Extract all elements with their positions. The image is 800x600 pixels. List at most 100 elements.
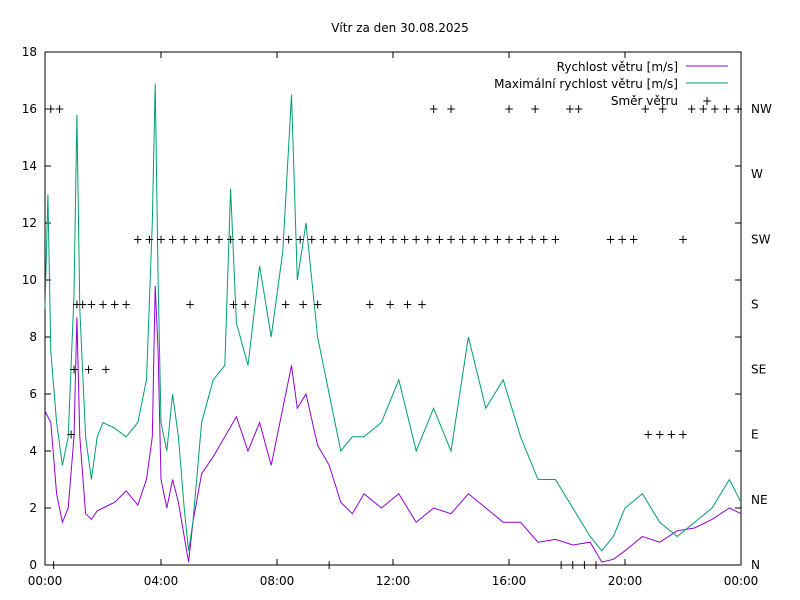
direction-point: + (423, 232, 433, 246)
direction-point: + (98, 297, 108, 311)
x-tick-label: 00:00 (28, 574, 63, 588)
series-line-speed (44, 285, 742, 563)
y2-tick-label: E (751, 428, 759, 442)
direction-point: + (568, 558, 578, 572)
y2-tick-label: N (751, 558, 760, 572)
legend: Rychlost větru [m/s] Maximální rychlost … (494, 60, 728, 108)
direction-point: + (565, 102, 575, 116)
direction-point: + (110, 297, 120, 311)
direction-point: + (69, 363, 79, 377)
y-tick-label: 18 (22, 45, 37, 59)
y-tick-label: 2 (29, 501, 37, 515)
direction-point: + (191, 232, 201, 246)
direction-point: + (168, 232, 178, 246)
direction-point: + (260, 232, 270, 246)
direction-point: + (284, 232, 294, 246)
direction-point: + (469, 232, 479, 246)
direction-point: + (46, 102, 56, 116)
direction-point: + (144, 232, 154, 246)
direction-point: + (78, 297, 88, 311)
direction-point: + (446, 232, 456, 246)
y2-tick-label: SW (751, 232, 771, 246)
y-tick-label: 12 (22, 216, 37, 230)
direction-point: + (678, 232, 688, 246)
direction-point: + (721, 102, 731, 116)
direction-point: + (66, 428, 76, 442)
direction-point: + (307, 232, 317, 246)
direction-point: + (249, 232, 259, 246)
direction-point: + (417, 297, 427, 311)
y-tick-label: 8 (29, 330, 37, 344)
direction-point: + (527, 232, 537, 246)
y2-tick-label: S (751, 297, 759, 311)
y-tick-label: 6 (29, 387, 37, 401)
y-tick-label: 0 (29, 558, 37, 572)
direction-points: +++++ + + +++ + +++ + + + + + + + + + + + + + + + + + + + + + + + + + +… (46, 102, 743, 572)
direction-point: + (655, 428, 665, 442)
series-lines (44, 83, 742, 563)
y2-tick-label: SE (751, 363, 766, 377)
direction-point: + (240, 297, 250, 311)
y2-tick-label: NW (751, 102, 772, 116)
direction-point: + (605, 232, 615, 246)
direction-point: + (330, 232, 340, 246)
direction-point: + (516, 232, 526, 246)
direction-point: + (629, 232, 639, 246)
chart-title: Vítr za den 30.08.2025 (331, 21, 469, 35)
direction-point: + (54, 102, 64, 116)
direction-point: + (492, 232, 502, 246)
y2-tick-label: W (751, 167, 763, 181)
direction-point: + (678, 428, 688, 442)
legend-marker-direction: + (702, 94, 712, 108)
direction-point: + (86, 297, 96, 311)
direction-point: + (643, 428, 653, 442)
direction-point: + (342, 232, 352, 246)
direction-point: + (272, 232, 282, 246)
direction-point: + (281, 297, 291, 311)
direction-point: + (579, 558, 589, 572)
direction-point: + (202, 232, 212, 246)
series-line-max (44, 83, 742, 552)
direction-point: + (298, 297, 308, 311)
direction-point: + (539, 232, 549, 246)
x-tick-label: 00:00 (724, 574, 759, 588)
direction-point: + (640, 102, 650, 116)
direction-point: + (385, 297, 395, 311)
x-tick-label: 08:00 (260, 574, 295, 588)
direction-point: + (400, 232, 410, 246)
direction-point: + (687, 102, 697, 116)
direction-point: + (295, 232, 305, 246)
direction-point: + (133, 232, 143, 246)
direction-point: + (574, 102, 584, 116)
direction-point: + (313, 297, 323, 311)
direction-point: + (458, 232, 468, 246)
direction-point: + (429, 102, 439, 116)
y-tick-label: 14 (22, 159, 37, 173)
direction-point: + (733, 102, 743, 116)
direction-point: + (591, 558, 601, 572)
direction-point: + (214, 232, 224, 246)
direction-point: + (365, 232, 375, 246)
y2-tick-label: NE (751, 493, 768, 507)
direction-point: + (402, 297, 412, 311)
direction-point: + (365, 297, 375, 311)
direction-point: + (83, 363, 93, 377)
direction-point: + (237, 232, 247, 246)
x-tick-label: 04:00 (144, 574, 179, 588)
direction-point: + (434, 232, 444, 246)
direction-point: + (658, 102, 668, 116)
legend-label-direction: Směr větru (611, 94, 678, 108)
direction-point: + (710, 102, 720, 116)
direction-point: + (318, 232, 328, 246)
direction-point: + (121, 297, 131, 311)
direction-point: + (504, 232, 514, 246)
direction-point: + (666, 428, 676, 442)
legend-label-max: Maximální rychlost větru [m/s] (494, 77, 678, 91)
x-tick-label: 16:00 (492, 574, 527, 588)
direction-point: + (698, 102, 708, 116)
direction-point: + (550, 232, 560, 246)
y2-axis: N NE E SE S SW W NW (751, 102, 772, 572)
direction-point: + (411, 232, 421, 246)
direction-point: + (179, 232, 189, 246)
